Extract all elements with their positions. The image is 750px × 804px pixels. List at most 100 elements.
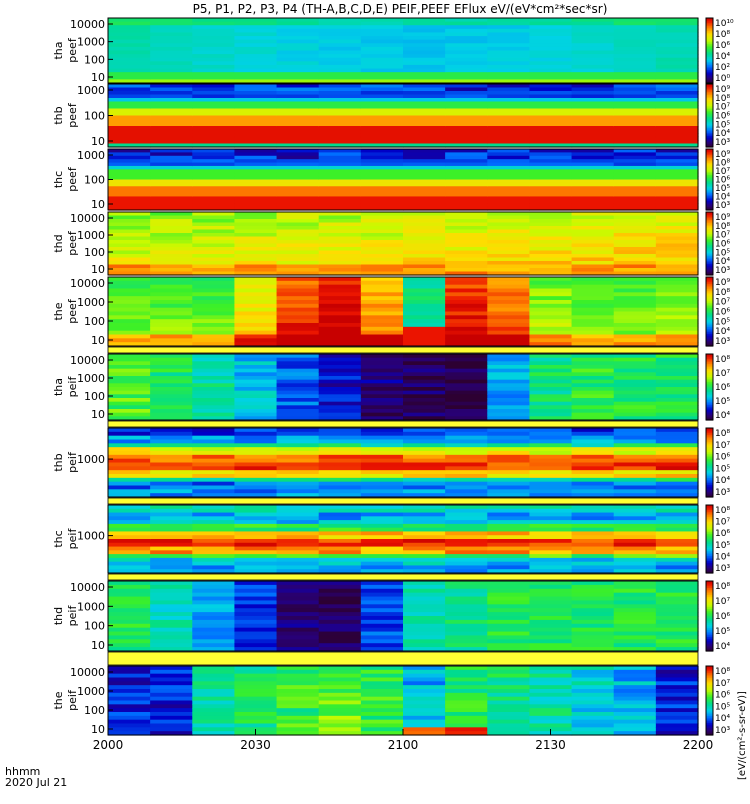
heatmap-cell bbox=[613, 75, 657, 80]
colorbar-segment bbox=[706, 139, 713, 142]
heatmap-cell bbox=[276, 162, 320, 167]
heatmap-cell bbox=[487, 466, 531, 471]
heatmap-cell bbox=[445, 199, 488, 204]
heatmap-cell bbox=[613, 569, 657, 574]
heatmap-cell bbox=[150, 182, 193, 187]
heatmap-cell bbox=[571, 647, 615, 652]
heatmap-cell bbox=[487, 619, 531, 625]
colorbar-segment bbox=[706, 71, 713, 74]
heatmap-cell bbox=[403, 673, 446, 679]
heatmap-cell bbox=[234, 451, 278, 456]
heatmap-cell bbox=[487, 292, 531, 297]
y-tick-label: 1000 bbox=[77, 685, 105, 698]
heatmap-cell bbox=[234, 101, 278, 106]
heatmap-cell bbox=[234, 108, 278, 113]
heatmap-cell bbox=[192, 677, 236, 682]
heatmap-cell bbox=[655, 268, 699, 273]
heatmap-cell bbox=[234, 712, 278, 717]
heatmap-cell bbox=[571, 523, 615, 529]
heatmap-cell bbox=[192, 212, 236, 217]
heatmap-cell bbox=[318, 447, 362, 452]
colorbar-segment bbox=[706, 476, 713, 479]
colorbar-segment bbox=[706, 431, 713, 434]
heatmap-cell bbox=[529, 493, 573, 498]
heatmap-cell bbox=[108, 101, 151, 106]
heatmap-cell bbox=[276, 719, 320, 725]
heatmap-cell bbox=[655, 240, 699, 245]
colorbar-tick-label: 10⁶ bbox=[715, 529, 730, 539]
heatmap-cell bbox=[108, 206, 151, 211]
colorbar-segment bbox=[706, 388, 713, 391]
heatmap-cell bbox=[234, 489, 278, 494]
heatmap-cell bbox=[613, 639, 657, 644]
heatmap-cell bbox=[318, 129, 362, 134]
heatmap-cell bbox=[445, 280, 488, 286]
heatmap-cell bbox=[655, 481, 699, 487]
heatmap-cell bbox=[234, 300, 278, 305]
heatmap-cell bbox=[360, 635, 404, 640]
heatmap-cell bbox=[487, 133, 531, 138]
colorbar-segment bbox=[706, 31, 713, 34]
heatmap-cell bbox=[445, 508, 488, 514]
y-tick-label: 10 bbox=[91, 639, 105, 652]
heatmap-cell bbox=[571, 292, 615, 297]
heatmap-cell bbox=[234, 647, 278, 652]
heatmap-cell bbox=[529, 54, 573, 59]
heatmap-cell bbox=[403, 493, 446, 498]
colorbar-segment bbox=[706, 332, 713, 335]
heatmap-cell bbox=[403, 616, 446, 621]
heatmap-cell bbox=[192, 596, 236, 602]
colorbar-segment bbox=[706, 142, 713, 145]
heatmap-cell bbox=[487, 39, 531, 44]
heatmap-cell bbox=[655, 535, 699, 540]
heatmap-cell bbox=[360, 535, 404, 540]
heatmap-cell bbox=[318, 635, 362, 640]
colorbar-segment bbox=[706, 76, 713, 79]
heatmap-cell bbox=[655, 193, 699, 198]
heatmap-cell bbox=[571, 271, 615, 276]
heatmap-cell bbox=[276, 405, 320, 410]
heatmap-cell bbox=[445, 330, 488, 336]
heatmap-cell bbox=[234, 405, 278, 410]
heatmap-cell bbox=[445, 431, 488, 437]
y-tick-label: 10 bbox=[91, 263, 105, 276]
heatmap-cell bbox=[192, 64, 236, 70]
heatmap-cell bbox=[150, 189, 193, 194]
heatmap-cell bbox=[234, 18, 278, 23]
heatmap-cell bbox=[655, 159, 699, 164]
heatmap-cell bbox=[571, 28, 615, 34]
heatmap-cell bbox=[655, 470, 699, 475]
heatmap-cell bbox=[571, 681, 615, 686]
heatmap-cell bbox=[655, 639, 699, 644]
colorbar-frame bbox=[705, 211, 714, 276]
heatmap-cell bbox=[529, 155, 573, 160]
colorbar-segment bbox=[706, 295, 713, 299]
heatmap-cell bbox=[318, 199, 362, 204]
heatmap-cell bbox=[150, 535, 193, 540]
heatmap-cell bbox=[529, 165, 573, 170]
heatmap-cell bbox=[192, 412, 236, 417]
colorbar-segment bbox=[706, 515, 713, 518]
colorbar-tick-label: 10⁸ bbox=[715, 667, 730, 677]
heatmap-cell bbox=[487, 412, 531, 417]
heatmap-cell bbox=[487, 315, 531, 320]
heatmap-cell bbox=[192, 439, 236, 444]
heatmap-cell bbox=[529, 39, 573, 44]
heatmap-cell bbox=[276, 447, 320, 452]
heatmap-cell bbox=[613, 222, 657, 227]
colorbar-segment bbox=[706, 193, 713, 196]
heatmap-cell bbox=[318, 401, 362, 406]
heatmap-cell bbox=[276, 189, 320, 194]
heatmap-cell bbox=[192, 592, 236, 598]
colorbar-segment bbox=[706, 229, 713, 232]
heatmap-cell bbox=[192, 122, 236, 127]
heatmap-cell bbox=[108, 368, 151, 373]
heatmap-cell bbox=[529, 542, 573, 548]
panel-frame bbox=[107, 276, 699, 347]
heatmap-cell bbox=[571, 140, 615, 145]
heatmap-cell bbox=[192, 91, 236, 96]
heatmap-cell bbox=[150, 731, 193, 736]
heatmap-cell bbox=[571, 91, 615, 96]
heatmap-cell bbox=[487, 189, 531, 194]
colorbar-tick-label: 10⁸ bbox=[715, 288, 730, 298]
